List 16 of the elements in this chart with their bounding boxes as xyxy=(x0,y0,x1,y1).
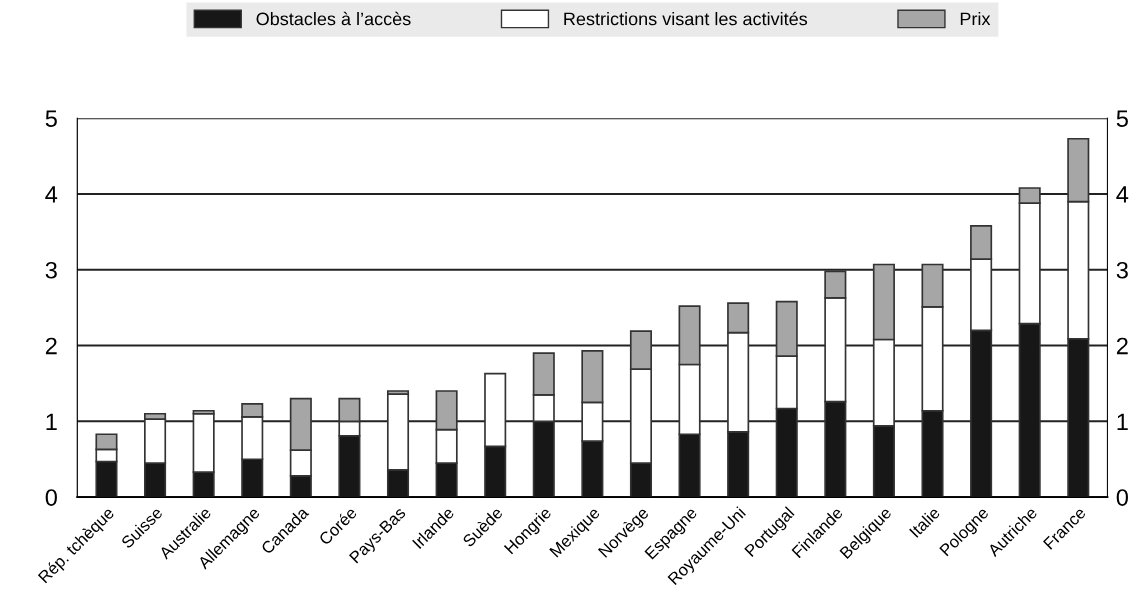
x-tick-label: Italie xyxy=(908,505,941,538)
y-tick-label: 3 xyxy=(45,261,57,279)
y-tick-label: 4 xyxy=(45,186,58,203)
legend-label: Restrictions visant les activités xyxy=(564,11,808,26)
y-tick-label: 0 xyxy=(45,489,57,506)
legend-label: Prix xyxy=(960,12,991,26)
y2-tick-label: 2 xyxy=(1116,337,1128,355)
y2-tick-label: 5 xyxy=(1116,110,1128,128)
y-tick-label: 1 xyxy=(46,413,57,430)
y2-tick-label: 4 xyxy=(1116,186,1129,203)
y-tick-label: 2 xyxy=(45,337,57,355)
y2-tick-label: 3 xyxy=(1116,261,1128,279)
y2-tick-label: 1 xyxy=(1117,413,1128,430)
legend-label: Obstacles à l’accès xyxy=(256,11,411,26)
y2-tick-label: 0 xyxy=(1116,489,1128,506)
y-tick-label: 5 xyxy=(45,110,57,128)
